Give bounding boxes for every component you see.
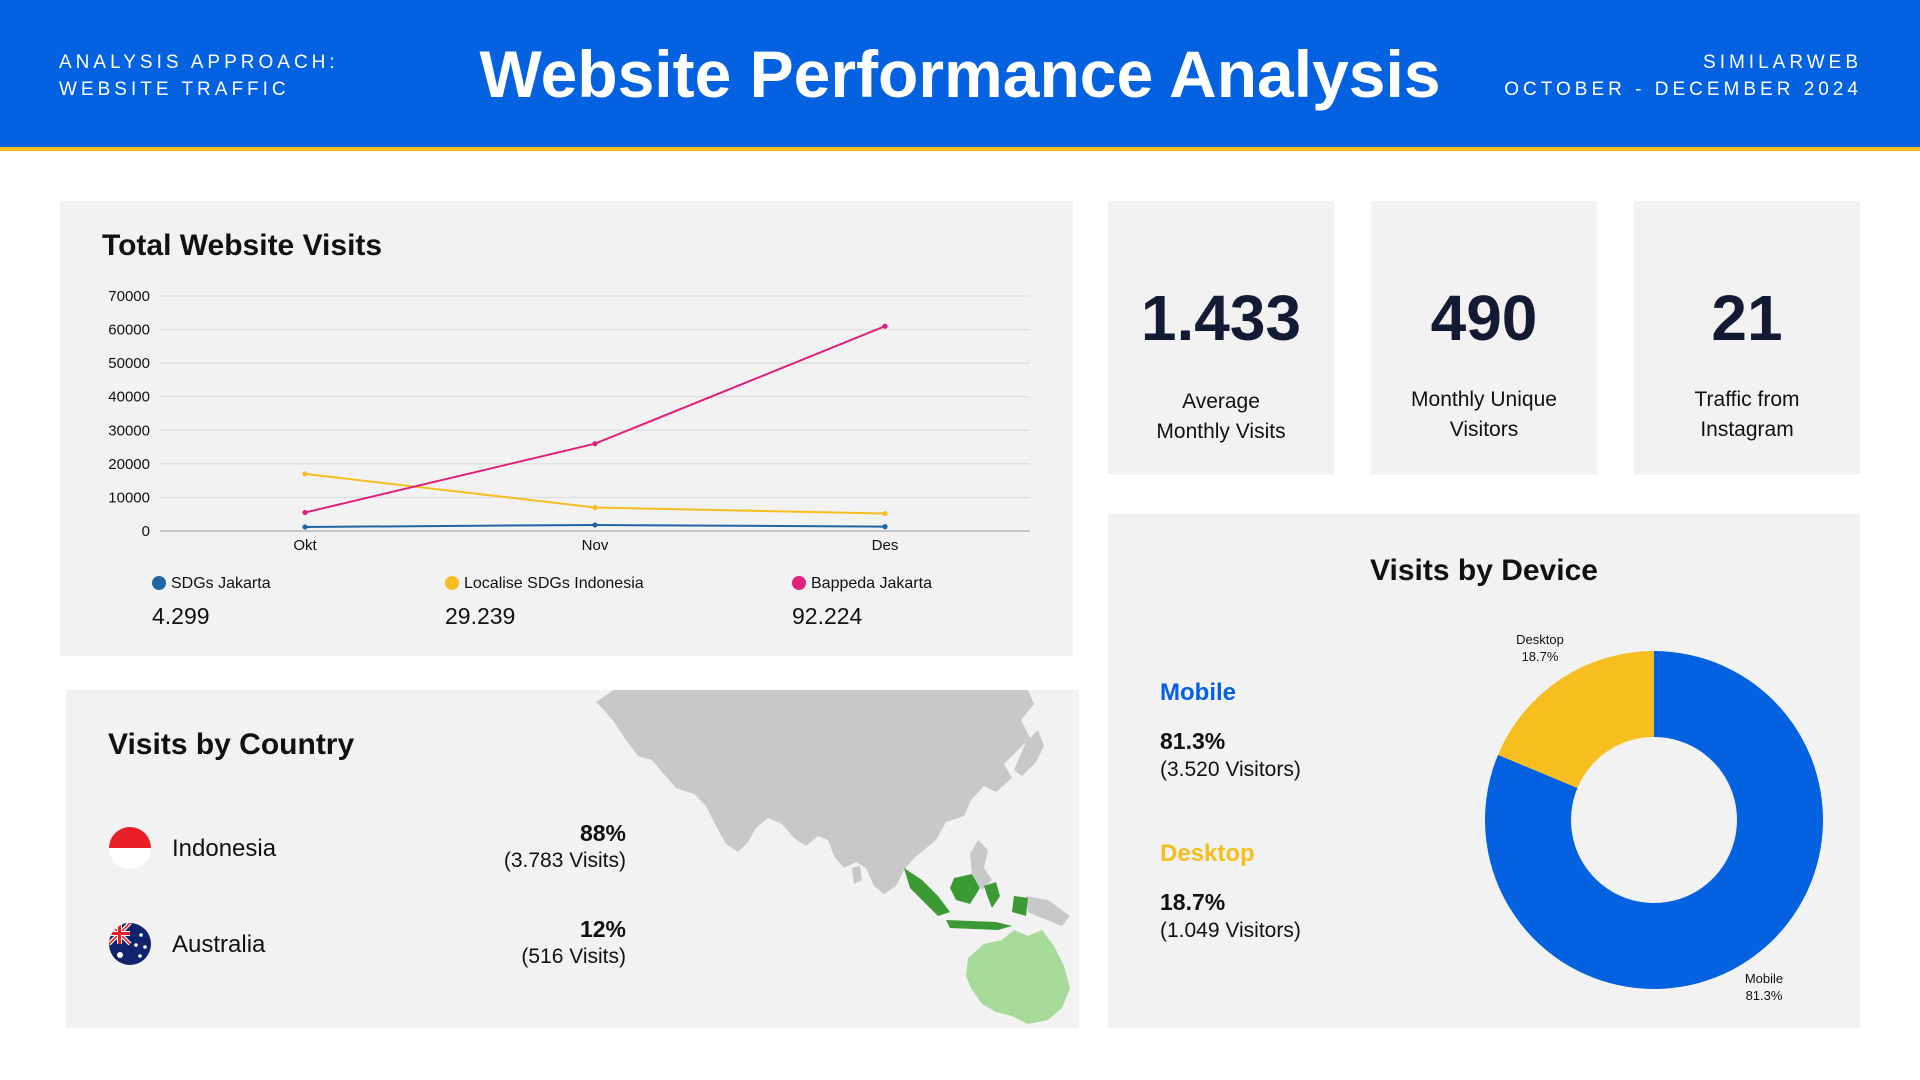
kpi-label-line: Average (1182, 390, 1260, 413)
indonesia-flag-icon (109, 827, 151, 869)
donut-label-pct: 18.7% (1522, 649, 1559, 664)
donut-slice-mobile (1485, 651, 1823, 989)
japan-map-shape (1014, 730, 1044, 776)
australia-map-shape (966, 930, 1070, 1024)
data-point (592, 522, 598, 528)
kpi-value: 21 (1711, 282, 1783, 354)
png-map-shape (1026, 896, 1070, 926)
donut-label-pct: 81.3% (1746, 988, 1783, 1003)
legend-localise-sdgs: Localise SDGs Indonesia (445, 575, 644, 593)
kpi-average-monthly-visits: 1.433 Average Monthly Visits (1108, 201, 1334, 475)
kpi-value: 1.433 (1140, 282, 1302, 354)
kpi-monthly-unique-visitors: 490 Monthly Unique Visitors (1371, 201, 1597, 475)
data-period: OCTOBER - DECEMBER 2024 (1504, 79, 1862, 100)
legend-total-localise-sdgs: 29.239 (445, 603, 516, 629)
y-tick-label: 30000 (108, 422, 150, 439)
y-tick-label: 20000 (108, 456, 150, 473)
legend-dot (152, 576, 166, 590)
country-name-indonesia: Indonesia (172, 835, 277, 862)
kpi-label-line: Monthly Visits (1156, 420, 1286, 443)
y-tick-label: 70000 (108, 288, 150, 305)
kpi-label: Monthly Unique Visitors (1391, 385, 1577, 445)
data-point (302, 509, 308, 516)
donut-label-name: Desktop (1516, 632, 1564, 647)
country-panel: Visits by Country Indonesia 88% (3.783 V… (66, 690, 1079, 1028)
device-name-desktop: Desktop (1160, 840, 1255, 867)
data-point (302, 524, 308, 530)
device-name-mobile: Mobile (1160, 679, 1236, 706)
device-panel: Mobile 81.3% Desktop 18.7% Visits by Device… (1108, 514, 1860, 1028)
analysis-approach-label: ANALYSIS APPROACH: (59, 52, 339, 73)
legend-total-sdgs-jakarta: 4.299 (152, 603, 210, 629)
x-tick-label: Des (872, 537, 899, 554)
analysis-approach: ANALYSIS APPROACH: WEBSITE TRAFFIC (59, 49, 339, 103)
kpi-label: Average Monthly Visits (1128, 387, 1314, 447)
australia-flag-icon (109, 923, 151, 965)
world-map (596, 690, 1070, 1024)
legend-sdgs-jakarta: SDGs Jakarta (152, 575, 271, 593)
y-tick-label: 60000 (108, 322, 150, 339)
kpi-label: Traffic from Instagram (1654, 385, 1840, 445)
data-source: SIMILARWEB OCTOBER - DECEMBER 2024 (1504, 49, 1862, 103)
legend-total-bappeda-jakarta: 92.224 (792, 603, 863, 629)
device-donut-chart: Mobile 81.3% Desktop 18.7% (1485, 632, 1823, 1003)
visits-title: Total Website Visits (102, 229, 383, 262)
x-tick-label: Nov (582, 537, 609, 554)
legend-label: Localise SDGs Indonesia (464, 575, 644, 592)
data-point (302, 471, 308, 477)
legend-label: Bappeda Jakarta (811, 575, 932, 592)
x-tick-label: Okt (293, 537, 317, 554)
asia-map-shape (596, 690, 1034, 894)
kpi-label-line: Monthly Unique (1411, 388, 1557, 411)
data-point (882, 323, 888, 329)
kpi-label-line: Instagram (1700, 418, 1794, 441)
philippines-map-shape (970, 840, 992, 890)
header-bar: ANALYSIS APPROACH: WEBSITE TRAFFIC Websi… (0, 0, 1920, 147)
device-count-desktop: (1.049 Visitors) (1160, 919, 1301, 942)
country-count-australia: (516 Visits) (521, 945, 626, 968)
data-point (592, 504, 598, 511)
srilanka-map-shape (852, 866, 862, 884)
country-title: Visits by Country (108, 728, 355, 761)
australia-flag-graphic (109, 923, 147, 958)
kpi-traffic-from-instagram: 21 Traffic from Instagram (1634, 201, 1860, 475)
country-name-australia: Australia (172, 931, 266, 958)
y-tick-label: 10000 (108, 489, 150, 506)
page-title: Website Performance Analysis (479, 37, 1441, 111)
legend-dot (445, 576, 459, 590)
visits-panel: 0 10000 20000 30000 40000 50000 60000 70000 Okt N… (60, 201, 1073, 656)
device-title: Visits by Device (1370, 554, 1598, 587)
analysis-approach-value: WEBSITE TRAFFIC (59, 79, 290, 100)
y-tick-label: 0 (142, 523, 150, 540)
legend-dot (792, 576, 806, 590)
y-tick-label: 40000 (108, 389, 150, 406)
donut-slice-desktop (1498, 651, 1654, 788)
device-pct-desktop: 18.7% (1160, 889, 1226, 915)
legend-bappeda-jakarta: Bappeda Jakarta (792, 575, 932, 593)
header-accent-line (0, 147, 1920, 151)
visits-line-chart: 0 10000 20000 30000 40000 50000 60000 70000 Okt N… (108, 288, 1030, 554)
indonesia-map-shape (904, 868, 1028, 930)
country-count-indonesia: (3.783 Visits) (503, 849, 626, 872)
legend-label: SDGs Jakarta (171, 575, 271, 592)
y-tick-label: 50000 (108, 355, 150, 372)
kpi-value: 490 (1430, 282, 1538, 354)
device-count-mobile: (3.520 Visitors) (1160, 758, 1301, 781)
data-point (882, 524, 888, 530)
device-pct-mobile: 81.3% (1160, 728, 1226, 754)
data-point (882, 510, 888, 517)
country-pct-australia: 12% (579, 916, 626, 942)
data-point (592, 441, 598, 447)
kpi-label-line: Visitors (1449, 418, 1519, 441)
donut-label-name: Mobile (1745, 971, 1783, 986)
country-pct-indonesia: 88% (579, 820, 626, 846)
data-source-name: SIMILARWEB (1703, 52, 1862, 73)
kpi-label-line: Traffic from (1694, 388, 1800, 411)
